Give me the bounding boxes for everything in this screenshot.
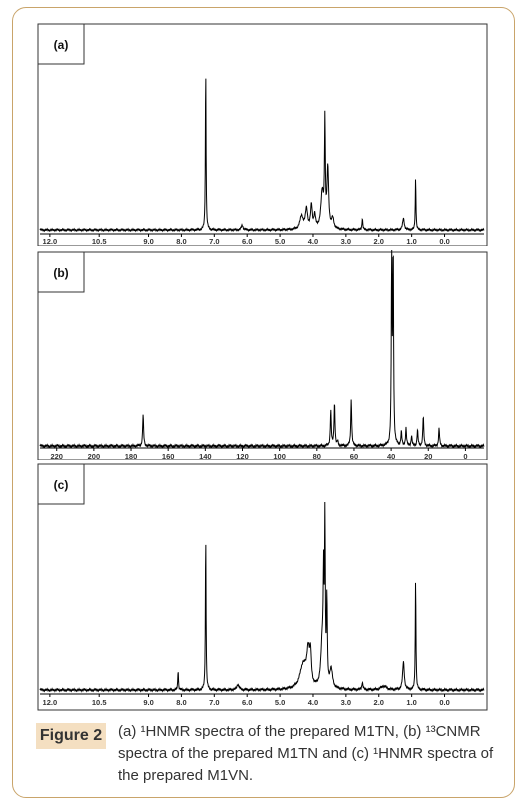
- x-tick-label: 0.0: [439, 698, 449, 707]
- x-tick-label: 1.0: [406, 698, 416, 707]
- x-tick-label: 6.0: [242, 237, 252, 246]
- x-axis: 12.0 10.5 9.0 8.0 7.0 6.0 5.0 4.0 3.0 2.0 1.0 0.0: [40, 693, 484, 707]
- x-tick-label: 160: [162, 452, 175, 460]
- x-tick-label: 3.0: [341, 698, 351, 707]
- x-tick-label: 12.0: [43, 237, 58, 246]
- x-tick-label: 100: [273, 452, 286, 460]
- x-tick-label: 0: [463, 452, 467, 460]
- figure-caption: (a) ¹HNMR spectra of the prepared M1TN, …: [118, 723, 494, 784]
- x-tick-label: 10.5: [92, 698, 107, 707]
- x-tick-label: 4.0: [308, 698, 318, 707]
- x-tick-label: 3.0: [341, 237, 351, 246]
- panel-label-box: [37, 23, 85, 65]
- x-tick-label: 20: [424, 452, 432, 460]
- plot-frame: [37, 463, 488, 711]
- figure-label: Figure 2: [36, 723, 106, 749]
- chart-panel-b: (b) 220 200 180 160 140 120 100 80 60 40 20 0: [37, 249, 488, 460]
- chart-panel-a: (a) 12.0 10.5 9.0 8.0 7.0 6.0 5.0 4.0 3.0 2.0 1.0 0…: [37, 23, 488, 246]
- x-axis: 12.0 10.5 9.0 8.0 7.0 6.0 5.0 4.0 3.0 2.0 1.0 0.0: [40, 233, 484, 246]
- spectrum-trace: [39, 78, 485, 233]
- x-tick-label: 7.0: [209, 698, 219, 707]
- x-tick-label: 0.0: [439, 237, 449, 246]
- x-tick-label: 80: [313, 452, 321, 460]
- x-tick-label: 2.0: [374, 237, 384, 246]
- x-tick-label: 7.0: [209, 237, 219, 246]
- spectrum-trace: [39, 249, 485, 449]
- x-tick-label: 5.0: [275, 698, 285, 707]
- panel-label: (c): [54, 478, 69, 492]
- plot-frame: [37, 251, 488, 460]
- x-tick-label: 8.0: [176, 698, 186, 707]
- panel-label-box: [37, 463, 85, 505]
- x-tick-label: 8.0: [176, 237, 186, 246]
- x-tick-label: 1.0: [406, 237, 416, 246]
- figure-frame: [12, 7, 515, 798]
- x-tick-label: 220: [50, 452, 63, 460]
- spectrum-trace: [39, 501, 485, 693]
- x-tick-label: 140: [199, 452, 212, 460]
- x-tick-label: 180: [125, 452, 138, 460]
- plot-frame: [37, 23, 488, 246]
- panel-label-box: [37, 251, 85, 293]
- x-tick-label: 60: [350, 452, 358, 460]
- panel-label: (b): [53, 266, 68, 280]
- x-tick-label: 120: [236, 452, 249, 460]
- panel-label: (a): [54, 38, 69, 52]
- x-tick-label: 6.0: [242, 698, 252, 707]
- x-tick-label: 5.0: [275, 237, 285, 246]
- x-tick-label: 200: [88, 452, 101, 460]
- x-tick-label: 12.0: [43, 698, 58, 707]
- x-axis: 220 200 180 160 140 120 100 80 60 40 20 0: [40, 447, 484, 460]
- x-tick-label: 9.0: [143, 237, 153, 246]
- chart-panel-c: (c) 12.0 10.5 9.0 8.0 7.0 6.0 5.0 4.0 3.0 2.0 1.0 0…: [37, 463, 488, 711]
- x-tick-label: 4.0: [308, 237, 318, 246]
- x-tick-label: 10.5: [92, 237, 107, 246]
- x-tick-label: 2.0: [374, 698, 384, 707]
- x-tick-label: 40: [387, 452, 395, 460]
- x-tick-label: 9.0: [143, 698, 153, 707]
